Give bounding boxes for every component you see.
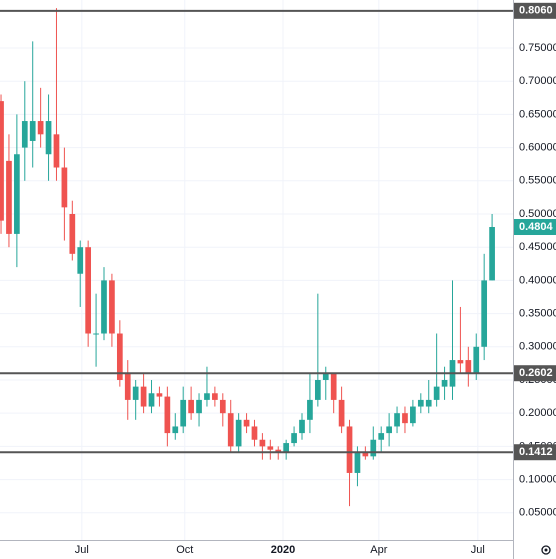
- candle-body: [37, 121, 44, 135]
- y-tick-label: 0.60000: [519, 142, 556, 154]
- y-tick-label: 0.20000: [519, 407, 556, 419]
- candle-body: [362, 453, 369, 457]
- y-tick-label: 0.75000: [519, 42, 556, 54]
- candle-body: [425, 399, 432, 407]
- settings-icon[interactable]: [541, 545, 551, 555]
- y-tick-label: 0.10000: [519, 473, 556, 485]
- candle-body: [6, 160, 12, 234]
- candle-body: [394, 413, 400, 427]
- y-tick-label: 0.50000: [519, 208, 556, 220]
- last-price-label-box: [514, 219, 556, 236]
- candle-body: [235, 419, 242, 447]
- candle-body: [93, 333, 99, 335]
- candle-body: [53, 134, 60, 168]
- candle-body: [124, 373, 131, 400]
- candle-body: [164, 396, 171, 434]
- candle-body: [219, 399, 226, 414]
- y-tick-label: 0.45000: [519, 241, 556, 253]
- last-price-label-text: 0.4804: [519, 221, 554, 233]
- candle-body: [441, 379, 448, 387]
- candle-body: [307, 399, 313, 420]
- y-tick-label: 0.70000: [519, 75, 556, 87]
- candle-body: [314, 379, 321, 400]
- x-tick-label: Oct: [176, 544, 193, 556]
- candle-body: [172, 426, 179, 434]
- candle-body: [156, 393, 163, 397]
- candle-body: [45, 121, 52, 155]
- candle-body: [322, 373, 329, 380]
- candle-body: [299, 419, 305, 434]
- y-tick-label: 0.30000: [519, 341, 556, 353]
- y-tick-label: 0.40000: [519, 274, 556, 286]
- candle-body: [196, 399, 202, 414]
- candle-body: [85, 247, 92, 334]
- y-tick-label: 0.05000: [519, 507, 556, 519]
- hline-label-box: [514, 2, 556, 19]
- y-tick-label: 0.55000: [519, 175, 556, 187]
- hline-label-text: 0.8060: [519, 5, 553, 17]
- hline-label-box: [514, 365, 556, 382]
- x-tick-label: Apr: [370, 544, 387, 556]
- gear-center[interactable]: [544, 548, 548, 552]
- x-tick-label: Jul: [471, 544, 485, 556]
- candle-body: [77, 247, 84, 274]
- candle-body: [204, 393, 210, 400]
- candle-body: [402, 413, 408, 424]
- candle-body: [14, 154, 20, 234]
- x-tick-label: 2020: [271, 544, 295, 556]
- candle-body: [251, 426, 258, 440]
- candle-body: [116, 333, 123, 380]
- candle-body: [267, 446, 274, 450]
- candle-body: [140, 386, 147, 407]
- candle-body: [386, 426, 392, 434]
- hline-label-text: 0.2602: [519, 367, 553, 379]
- candle-body: [101, 280, 107, 334]
- candle-body: [370, 439, 377, 457]
- candle-body: [180, 399, 187, 427]
- candle-body: [283, 443, 290, 454]
- candle-body: [433, 386, 440, 400]
- candle-body: [61, 167, 68, 208]
- candle-body: [330, 373, 337, 400]
- candle-body: [465, 360, 472, 374]
- candle-body: [21, 121, 28, 148]
- candle-body: [410, 406, 416, 424]
- candle-body: [132, 386, 139, 400]
- candle-body: [457, 360, 464, 364]
- candle-body: [188, 399, 194, 414]
- candle-body: [346, 426, 353, 473]
- candle-body: [354, 453, 361, 473]
- candle-body: [259, 439, 266, 447]
- candle-body: [243, 419, 250, 427]
- x-tick-label: Jul: [75, 544, 89, 556]
- candle-body: [338, 399, 345, 427]
- candle-body: [0, 101, 4, 221]
- candle-body: [481, 280, 488, 347]
- candle-body: [29, 121, 36, 141]
- hline-label-text: 0.1412: [519, 446, 553, 458]
- y-tick-label: 0.35000: [519, 307, 556, 319]
- candle-body: [212, 393, 218, 400]
- candle-body: [378, 433, 385, 440]
- hline-label-box: [514, 444, 556, 461]
- gear[interactable]: [541, 545, 551, 555]
- candle-body: [291, 433, 297, 444]
- candle-body: [473, 346, 480, 374]
- y-tick-label: 0.65000: [519, 108, 556, 120]
- candle-body: [489, 227, 495, 281]
- candle-body: [109, 280, 115, 334]
- candle-body: [148, 393, 155, 407]
- candle-body: [69, 213, 76, 254]
- candle-body: [417, 399, 424, 407]
- candle-body: [227, 413, 234, 447]
